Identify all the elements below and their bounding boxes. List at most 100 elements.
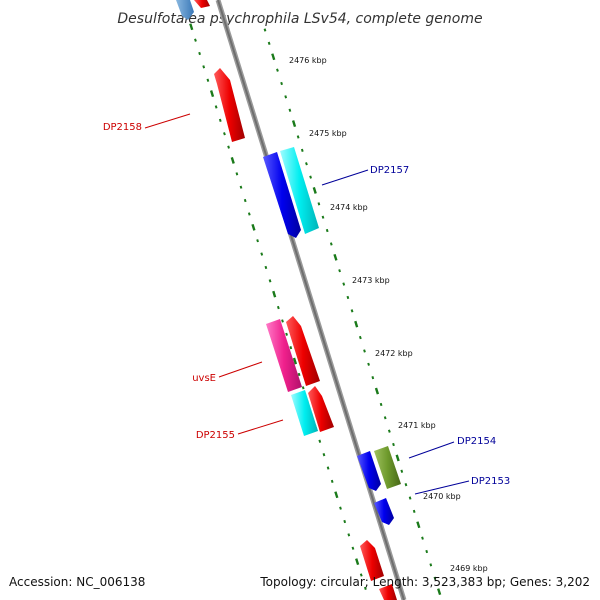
ruler-tick [264, 265, 268, 270]
ruler-tick [271, 53, 276, 61]
ruler-tick [338, 269, 341, 273]
ruler-tick [239, 185, 243, 189]
ruler-tick [305, 162, 308, 166]
kbp-label: 2476 kbp [289, 56, 327, 65]
gene-features [176, 0, 401, 600]
ruler-tick [256, 239, 259, 243]
ruler-tick [421, 536, 424, 540]
ruler-tick [260, 252, 264, 256]
ruler-tick [235, 172, 239, 176]
kbp-label: 2471 kbp [398, 421, 436, 430]
ruler-tick [268, 279, 272, 283]
ruler-tick [343, 519, 347, 524]
ruler-tick [367, 362, 370, 366]
ruler-tick [342, 282, 346, 286]
ruler-tick [425, 549, 429, 554]
ruler-tick [387, 429, 391, 433]
ruler-tick [383, 416, 387, 420]
ruler-tick [247, 212, 251, 216]
ruler-tick [329, 242, 333, 246]
ruler-tick [318, 439, 322, 443]
ruler-tick [330, 479, 334, 483]
ruler-tick [317, 202, 321, 206]
ruler-tick [202, 65, 206, 69]
ruler-tick [412, 509, 416, 513]
ruler-tick [309, 175, 312, 179]
label-uvse: uvsE [192, 373, 216, 384]
gene-arrow-dp2158[interactable] [214, 68, 245, 142]
label-dp2158: DP2158 [103, 122, 142, 133]
ruler-tick [272, 290, 277, 298]
genome-backbone-core [217, 0, 405, 600]
ruler-tick [358, 335, 362, 340]
gene-arrow-top-steel[interactable] [176, 0, 194, 20]
gene-arrow-uvse[interactable] [266, 319, 302, 392]
ruler-tick [374, 387, 380, 395]
ruler-tick [209, 90, 215, 98]
ruler-tick [198, 51, 201, 56]
ruler-tick [312, 187, 317, 194]
gene-arrow-red-uvse-neighbor[interactable] [286, 316, 320, 386]
ruler-tick [416, 521, 421, 529]
gene-arrow-bottom-red-1[interactable] [360, 540, 384, 581]
ruler-tick [325, 228, 329, 233]
ruler-tick [354, 320, 359, 328]
kbp-label: 2474 kbp [330, 203, 368, 212]
gene-arrow-red-dp2155-neighbor[interactable] [308, 386, 334, 432]
ruler-tick [404, 482, 408, 487]
ruler-tick [285, 332, 288, 336]
ruler-tick [280, 81, 283, 86]
gene-arrow-dp2154[interactable] [374, 446, 401, 489]
ruler-tick [214, 105, 218, 109]
gene-arrow-dp2153[interactable] [374, 498, 394, 525]
ruler-tick [251, 223, 256, 231]
ruler-tick [281, 319, 284, 323]
kbp-label: 2473 kbp [352, 276, 390, 285]
leader-dp2158 [144, 113, 191, 129]
ruler-tick [364, 586, 367, 590]
map-title: Desulfotalea psychrophila LSv54, complet… [117, 11, 482, 27]
leader-lines [144, 113, 470, 495]
kbp-labels: 2476 kbp 2475 kbp 2474 kbp 2473 kbp 2472… [289, 56, 488, 573]
ruler-tick [347, 533, 351, 537]
ruler-tick [218, 118, 222, 122]
leader-dp2155 [237, 419, 284, 435]
ruler-tick [392, 442, 395, 447]
ruler-tick [400, 469, 404, 473]
ruler-tick [301, 386, 305, 390]
ruler-tick [346, 295, 350, 300]
gene-arrow-dp2155[interactable] [291, 390, 318, 436]
ruler-tick [292, 357, 298, 365]
ruler-tick [429, 563, 433, 567]
ruler-tick [223, 132, 226, 136]
label-dp2157: DP2157 [370, 165, 409, 176]
ruler-tick [334, 491, 339, 499]
label-dp2155: DP2155 [196, 430, 235, 441]
ruler-tick [371, 376, 375, 380]
gene-arrow-blue-reverse[interactable] [263, 152, 301, 238]
gene-arrow-bottom-red-2[interactable] [379, 584, 397, 600]
ruler-tick [263, 28, 267, 32]
ruler-tick [189, 23, 194, 31]
kbp-label: 2475 kbp [309, 129, 347, 138]
ruler-tick [296, 135, 300, 139]
gene-arrow-dp2157[interactable] [280, 147, 319, 234]
ruler-tick [291, 120, 297, 128]
ruler-tick [267, 41, 271, 46]
ruler-tick [288, 108, 292, 112]
ruler-tick [230, 157, 235, 164]
ruler-tick [333, 253, 338, 261]
label-dp2153: DP2153 [471, 476, 510, 487]
ruler-tick [206, 78, 210, 82]
ruler-tick [289, 346, 293, 350]
gene-arrow-top-red[interactable] [194, 0, 210, 8]
ruler-tick [284, 95, 288, 99]
ruler-tick [408, 496, 412, 500]
leader-dp2153 [414, 480, 470, 495]
leader-uvse [218, 361, 263, 378]
ruler-tick [276, 68, 279, 72]
gene-arrow-blue-dp2154-neighbor[interactable] [357, 451, 381, 491]
ruler-tick [363, 349, 366, 353]
kbp-label: 2470 kbp [423, 492, 461, 501]
